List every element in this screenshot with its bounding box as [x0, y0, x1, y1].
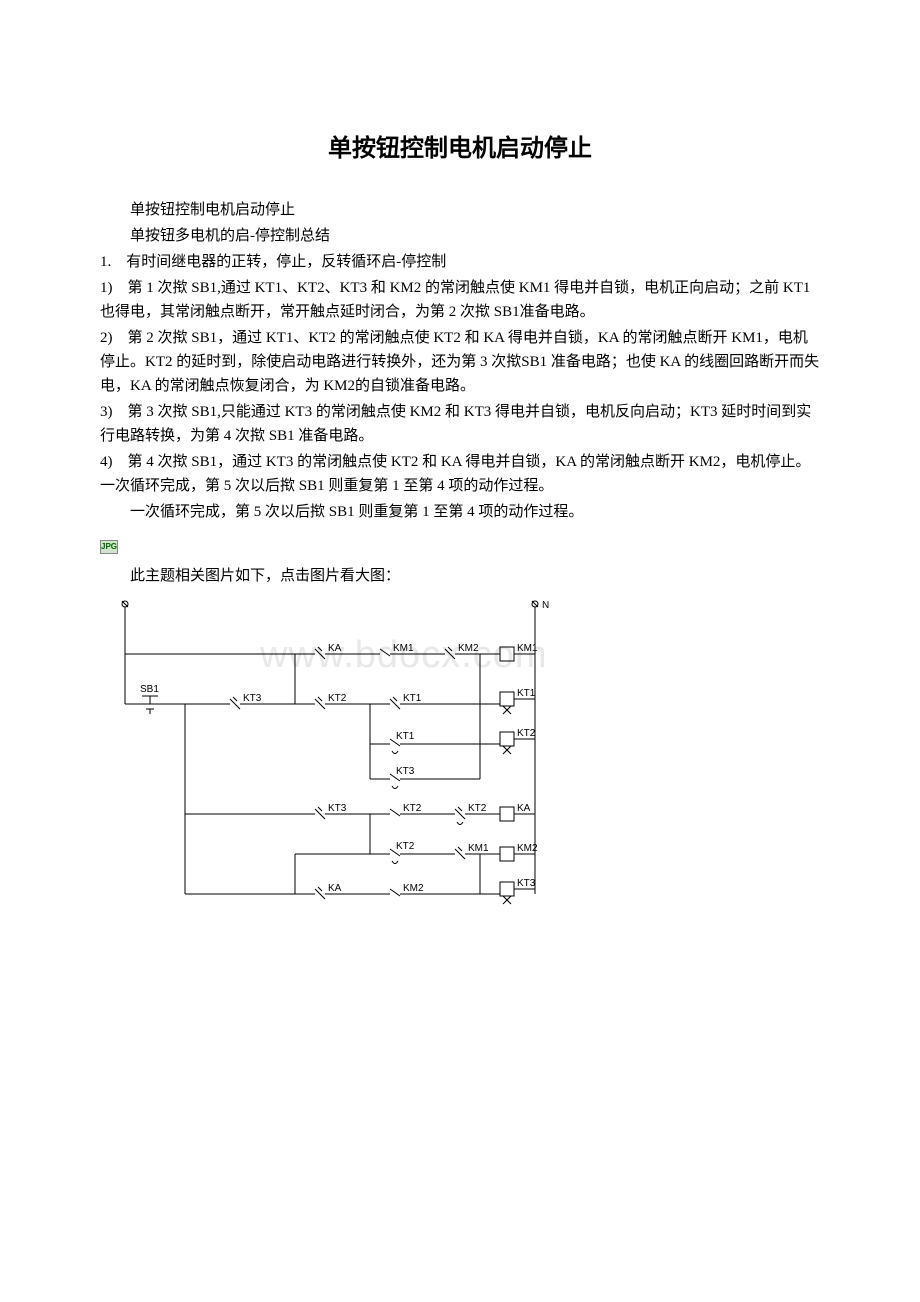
km2-coil: KM2: [500, 843, 538, 861]
kt1-coil: KT1: [500, 688, 536, 714]
kt3-coil: KT3: [500, 878, 536, 904]
svg-text:SB1: SB1: [140, 684, 159, 695]
sb1-button: SB1: [140, 684, 170, 714]
kt2-timed-r6: KT2: [390, 841, 440, 864]
kt1-timed-r3: KT1: [390, 731, 500, 754]
num-p1: 1): [100, 280, 128, 296]
kt2-timed-nc-r5: KT2: [440, 803, 500, 825]
kt3-nc-r2: KT3: [230, 693, 295, 709]
p4-text: 第 4 次揿 SB1，通过 KT3 的常闭触点使 KT2 和 KA 得电并自锁，…: [100, 454, 810, 494]
circuit-diagram[interactable]: N KA: [100, 594, 820, 909]
svg-text:KT3: KT3: [243, 693, 262, 704]
svg-text:KT2: KT2: [403, 803, 422, 814]
row-1: KA KM1 KM2: [125, 643, 538, 661]
ka-nc-r7: KA: [305, 883, 375, 899]
num-p4: 4): [100, 454, 128, 470]
svg-text:KT2: KT2: [328, 693, 347, 704]
kt2-coil: KT2: [500, 728, 536, 754]
row-2: SB1 KT3 KT2: [125, 654, 536, 714]
intro-line-2: 单按钮多电机的启-停控制总结: [100, 224, 820, 248]
svg-text:KT3: KT3: [517, 878, 536, 889]
left-terminal: [122, 601, 128, 607]
km1-nc-r6: KM1: [440, 843, 500, 859]
section-1-heading: 1. 有时间继电器的正转，停止，反转循环启-停控制: [100, 250, 820, 274]
p1-text: 第 1 次揿 SB1,通过 KT1、KT2、KT3 和 KM2 的常闭触点使 K…: [100, 280, 810, 320]
page-title: 单按钮控制电机启动停止: [100, 130, 820, 168]
km1-coil: KM1: [500, 643, 538, 661]
svg-text:KM1: KM1: [393, 643, 414, 654]
ka-nc-contact-r1: KA: [305, 643, 350, 659]
num-1: 1.: [100, 254, 126, 270]
row-7: KA KM2 KT3: [185, 854, 536, 904]
km1-no-contact-r1: KM1: [350, 643, 420, 656]
svg-text:KA: KA: [328, 883, 342, 894]
svg-text:KA: KA: [517, 803, 531, 814]
paragraph-4: 4) 第 4 次揿 SB1，通过 KT3 的常闭触点使 KT2 和 KA 得电并…: [100, 450, 820, 498]
svg-text:KT1: KT1: [403, 693, 422, 704]
num-p2: 2): [100, 330, 128, 346]
p2-text: 第 2 次揿 SB1，通过 KT1、KT2 的常闭触点使 KT2 和 KA 得电…: [100, 330, 819, 394]
svg-text:KT3: KT3: [328, 803, 347, 814]
paragraph-end: 一次循环完成，第 5 次以后揿 SB1 则重复第 1 至第 4 项的动作过程。: [100, 500, 820, 524]
jpg-icon: JPG: [100, 540, 118, 554]
svg-text:KM2: KM2: [517, 843, 538, 854]
row-4: KT3: [370, 744, 480, 789]
num-p3: 3): [100, 404, 128, 420]
kt2-no-r5: KT2: [375, 803, 440, 816]
svg-text:KM1: KM1: [517, 643, 538, 654]
svg-text:KT1: KT1: [517, 688, 536, 699]
terminal-n-label: N: [542, 600, 549, 611]
km2-no-r7: KM2: [375, 883, 500, 896]
p3-text: 第 3 次揿 SB1,只能通过 KT3 的常闭触点使 KM2 和 KT3 得电并…: [100, 404, 811, 444]
svg-text:KT2: KT2: [517, 728, 536, 739]
km2-nc-contact-r1: KM2: [420, 643, 500, 659]
svg-text:KM2: KM2: [403, 883, 424, 894]
paragraph-3: 3) 第 3 次揿 SB1,只能通过 KT3 的常闭触点使 KM2 和 KT3 …: [100, 400, 820, 448]
intro-line-1: 单按钮控制电机启动停止: [100, 198, 820, 222]
row-5: KT3 KT2 KT2: [185, 803, 535, 825]
row-3: KT1 KT2: [370, 704, 536, 754]
kt3-timed-r4: KT3: [390, 766, 480, 789]
svg-text:KM1: KM1: [468, 843, 489, 854]
svg-text:KM2: KM2: [458, 643, 479, 654]
svg-text:KT2: KT2: [468, 803, 487, 814]
paragraph-1: 1) 第 1 次揿 SB1,通过 KT1、KT2、KT3 和 KM2 的常闭触点…: [100, 276, 820, 324]
kt3-nc-r5: KT3: [300, 803, 375, 819]
ka-coil: KA: [500, 803, 535, 821]
paragraph-2: 2) 第 2 次揿 SB1，通过 KT1、KT2 的常闭触点使 KT2 和 KA…: [100, 326, 820, 398]
svg-text:KT1: KT1: [396, 731, 415, 742]
kt2-nc-r2: KT2: [295, 693, 370, 709]
heading-text: 有时间继电器的正转，停止，反转循环启-停控制: [126, 254, 446, 270]
svg-text:KT3: KT3: [396, 766, 415, 777]
image-caption: 此主题相关图片如下，点击图片看大图：: [100, 564, 820, 588]
svg-text:KA: KA: [328, 643, 342, 654]
svg-text:KT2: KT2: [396, 841, 415, 852]
